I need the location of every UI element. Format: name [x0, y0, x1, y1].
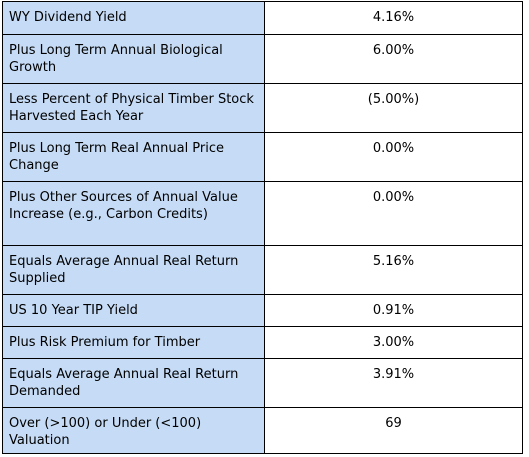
row-label: Plus Long Term Real Annual Price Change — [2, 132, 265, 182]
row-value: 69 — [264, 407, 523, 454]
table-row: Plus Long Term Real Annual Price Change 0… — [2, 132, 523, 182]
table-row: Equals Average Annual Real Return Demand… — [2, 358, 523, 408]
table-row: Plus Other Sources of Annual Value Incre… — [2, 181, 523, 246]
row-value: 4.16% — [264, 1, 523, 35]
table-row: Equals Average Annual Real Return Suppli… — [2, 245, 523, 295]
row-value: 3.00% — [264, 326, 523, 359]
table-row: Less Percent of Physical Timber Stock Ha… — [2, 83, 523, 133]
row-value: 0.00% — [264, 132, 523, 182]
row-label: Plus Risk Premium for Timber — [2, 326, 265, 359]
table-body: WY Dividend Yield 4.16% Plus Long Term Ann… — [2, 1, 523, 454]
row-value: 3.91% — [264, 358, 523, 408]
table-row: WY Dividend Yield 4.16% — [2, 1, 523, 35]
row-value: (5.00%) — [264, 83, 523, 133]
valuation-table: WY Dividend Yield 4.16% Plus Long Term Ann… — [2, 1, 523, 454]
row-label: Over (>100) or Under (<100) Valuation — [2, 407, 265, 454]
table-row: Plus Long Term Annual Biological Growth 6… — [2, 34, 523, 84]
table-row: Over (>100) or Under (<100) Valuation 69 — [2, 407, 523, 454]
row-label: Equals Average Annual Real Return Demand… — [2, 358, 265, 408]
row-label: Plus Long Term Annual Biological Growth — [2, 34, 265, 84]
row-label: Equals Average Annual Real Return Suppli… — [2, 245, 265, 295]
table-row: Plus Risk Premium for Timber 3.00% — [2, 326, 523, 359]
row-value: 0.00% — [264, 181, 523, 246]
row-label: US 10 Year TIP Yield — [2, 294, 265, 327]
row-value: 0.91% — [264, 294, 523, 327]
row-label: Less Percent of Physical Timber Stock Ha… — [2, 83, 265, 133]
row-label: WY Dividend Yield — [2, 1, 265, 35]
row-label: Plus Other Sources of Annual Value Incre… — [2, 181, 265, 246]
table-row: US 10 Year TIP Yield 0.91% — [2, 294, 523, 327]
row-value: 5.16% — [264, 245, 523, 295]
row-value: 6.00% — [264, 34, 523, 84]
